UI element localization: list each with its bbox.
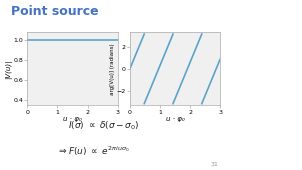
Text: $I(\sigma)\ \propto\ \delta(\sigma - \sigma_0)$: $I(\sigma)\ \propto\ \delta(\sigma - \si… xyxy=(68,120,140,132)
X-axis label: u · φ₀: u · φ₀ xyxy=(63,116,82,122)
Text: Point source: Point source xyxy=(11,5,99,18)
Y-axis label: |V(u)|: |V(u)| xyxy=(5,59,12,79)
Y-axis label: arg[V(u)] (radians): arg[V(u)] (radians) xyxy=(110,43,115,95)
Text: $\Rightarrow F(u)\ \propto\ e^{2\pi i u \sigma_0}$: $\Rightarrow F(u)\ \propto\ e^{2\pi i u … xyxy=(57,145,130,158)
Text: 31: 31 xyxy=(211,162,219,167)
X-axis label: u · φ₀: u · φ₀ xyxy=(166,116,185,122)
